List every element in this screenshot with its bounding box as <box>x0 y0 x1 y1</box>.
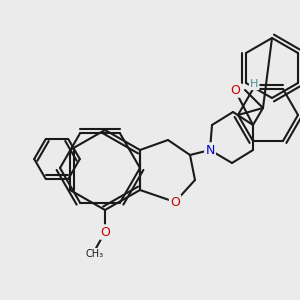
Text: N: N <box>205 143 215 157</box>
Text: O: O <box>170 196 180 208</box>
Text: O: O <box>230 83 240 97</box>
Text: H: H <box>250 79 258 89</box>
Text: CH₃: CH₃ <box>86 249 104 259</box>
Text: O: O <box>100 226 110 238</box>
